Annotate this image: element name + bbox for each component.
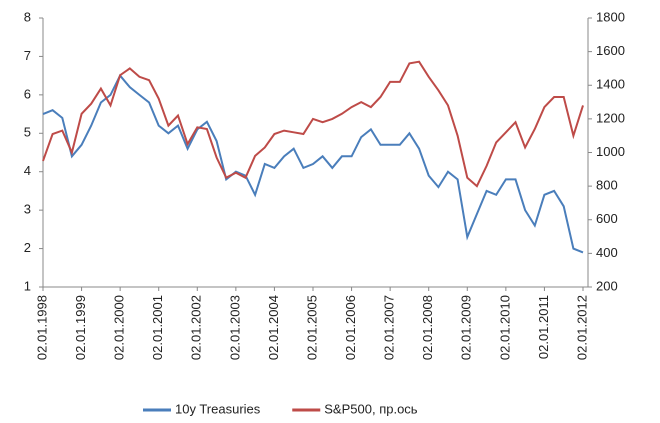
- x-tick-label: 02.01.2003: [227, 295, 242, 360]
- y2-tick-label: 1800: [596, 9, 625, 24]
- y2-tick-label: 1200: [596, 110, 625, 125]
- y2-tick-label: 1600: [596, 43, 625, 58]
- x-tick-label: 02.01.2004: [266, 295, 281, 360]
- y-tick-label: 1: [24, 278, 31, 293]
- y2-tick-label: 600: [596, 211, 618, 226]
- x-tick-label: 02.01.2012: [574, 295, 589, 360]
- x-tick-label: 02.01.2006: [343, 295, 358, 360]
- y-tick-label: 5: [24, 125, 31, 140]
- x-tick-label: 02.01.2010: [497, 295, 512, 360]
- x-tick-label: 02.01.2007: [382, 295, 397, 360]
- y2-tick-label: 1000: [596, 144, 625, 159]
- x-tick-label: 02.01.1998: [34, 295, 49, 360]
- x-tick-label: 02.01.2001: [150, 295, 165, 360]
- line-series: [42, 60, 584, 188]
- x-tick-label: 02.01.2011: [536, 295, 551, 359]
- y-tick-label: 4: [24, 163, 31, 178]
- legend-label: 10y Treasuries: [175, 401, 261, 416]
- x-tick-label: 02.01.1999: [73, 295, 88, 360]
- x-tick-label: 02.01.2008: [420, 295, 435, 360]
- y2-tick-label: 1400: [596, 77, 625, 92]
- y2-tick-label: 800: [596, 178, 618, 193]
- y-tick-label: 2: [24, 240, 31, 255]
- x-tick-label: 02.01.2000: [112, 295, 127, 360]
- legend-label: S&P500, пр.ось: [324, 401, 418, 416]
- y-tick-label: 3: [24, 202, 31, 217]
- x-tick-label: 02.01.2009: [459, 295, 474, 360]
- x-tick-label: 02.01.2002: [189, 295, 204, 360]
- line-series: [42, 73, 584, 254]
- y2-tick-label: 200: [596, 278, 618, 293]
- x-tick-label: 02.01.2005: [304, 295, 319, 360]
- y-tick-label: 7: [24, 48, 31, 63]
- y-tick-label: 8: [24, 9, 31, 24]
- y-tick-label: 6: [24, 86, 31, 101]
- y2-tick-label: 400: [596, 245, 618, 260]
